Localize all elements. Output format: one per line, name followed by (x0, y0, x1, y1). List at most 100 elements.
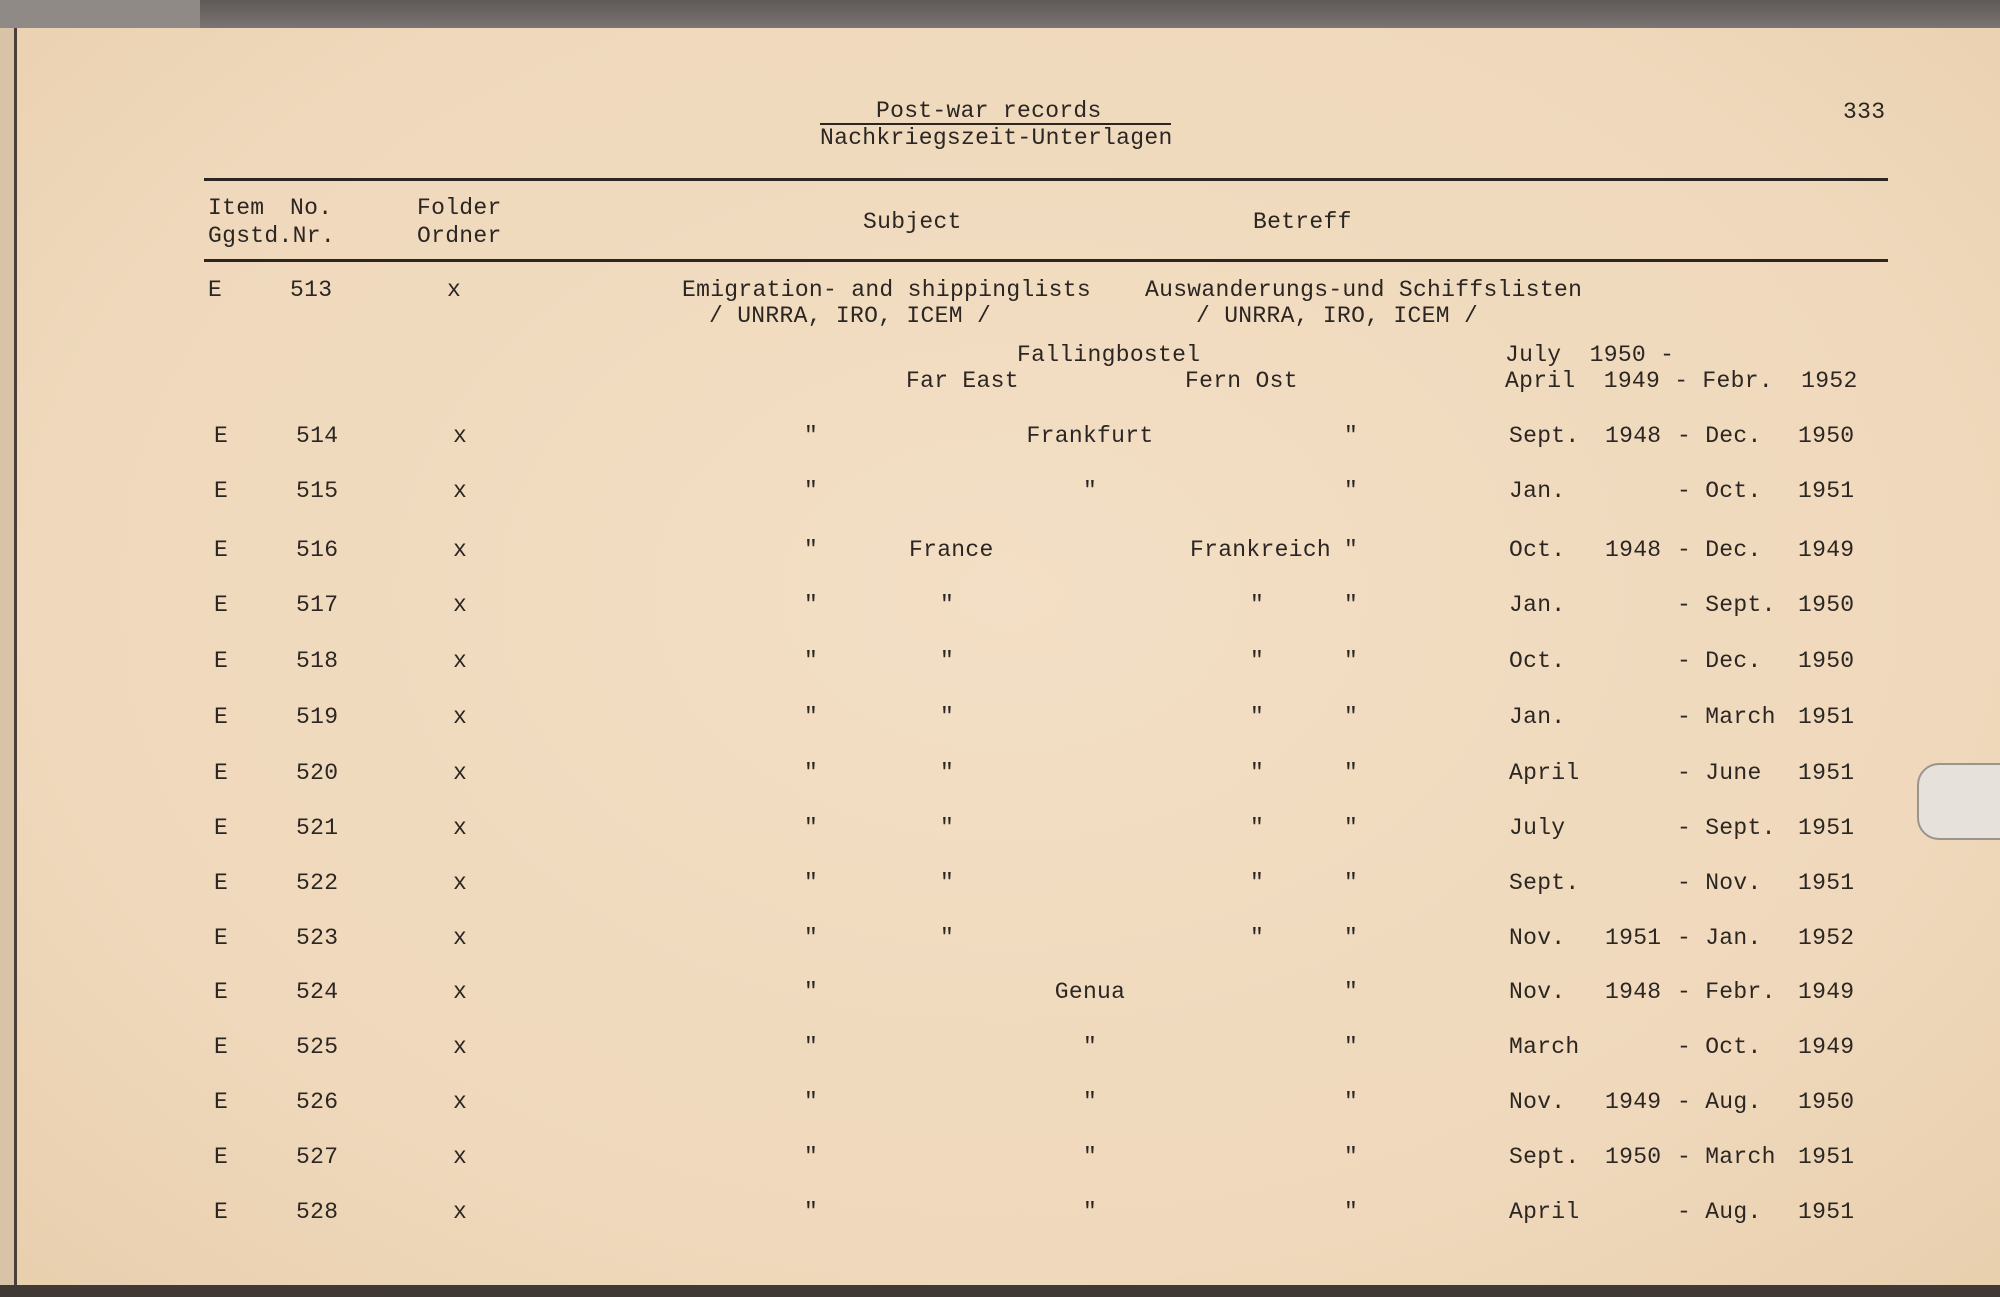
cell-place-de: " (1250, 760, 1265, 786)
cell-to-y: 1950 (1798, 1089, 1855, 1115)
cell-place: Frankfurt (1026, 423, 1154, 449)
cell-place: " (1082, 1199, 1098, 1225)
cell-no: 525 (296, 1034, 339, 1060)
cell-from-y: 1950 (1605, 1144, 1662, 1170)
cell-to-y: 1950 (1798, 648, 1855, 674)
cell-place: " (940, 760, 955, 786)
cell-place-de: " (1250, 815, 1265, 841)
cell-item: E (214, 478, 229, 504)
cell-from-m: July (1509, 815, 1566, 841)
cell-betr: " (1344, 648, 1359, 674)
cell-from-m: April (1509, 1199, 1580, 1225)
item-number: 513 (290, 277, 333, 303)
cell-betr: " (1344, 592, 1359, 618)
cell-to-m: - Febr. (1677, 979, 1776, 1005)
cell-no: 528 (296, 1199, 339, 1225)
cell-from-m: Oct. (1509, 648, 1566, 674)
cell-betr: " (1344, 478, 1359, 504)
col-no: No. (290, 195, 333, 221)
cell-place: " (940, 704, 955, 730)
cell-no: 527 (296, 1144, 339, 1170)
cell-folder: x (453, 1089, 468, 1115)
cell-subj: " (804, 1144, 819, 1170)
cell-no: 521 (296, 815, 339, 841)
cell-item: E (214, 423, 229, 449)
cell-to-y: 1951 (1798, 815, 1855, 841)
cell-subj: " (804, 592, 819, 618)
cell-subj: " (804, 478, 819, 504)
col-folder: Folder (417, 195, 502, 221)
cell-item: E (214, 704, 229, 730)
cell-subj: " (804, 1089, 819, 1115)
cell-place-de: " (1250, 870, 1265, 896)
cell-to-y: 1949 (1798, 979, 1855, 1005)
cell-from-m: Nov. (1509, 1089, 1566, 1115)
scan-bottom-edge (0, 1285, 2000, 1297)
cell-subj: " (804, 760, 819, 786)
cell-from-m: Nov. (1509, 979, 1566, 1005)
cell-no: 520 (296, 760, 339, 786)
cell-place: " (940, 870, 955, 896)
cell-item: E (214, 592, 229, 618)
cell-folder: x (453, 537, 468, 563)
cell-no: 523 (296, 925, 339, 951)
cell-betr: " (1344, 704, 1359, 730)
cell-from-y: 1949 (1605, 1089, 1662, 1115)
region: Far East (906, 368, 1019, 394)
cell-place-de: " (1250, 925, 1265, 951)
cell-folder: x (453, 760, 468, 786)
title-german: Nachkriegszeit-Unterlagen (820, 125, 1173, 151)
index-tab (1917, 763, 2000, 840)
cell-subj: " (804, 1199, 819, 1225)
sub-place: Fallingbostel (1017, 342, 1201, 368)
cell-to-m: - Dec. (1677, 648, 1762, 674)
cell-betr: " (1344, 1199, 1359, 1225)
page-number: 333 (1843, 99, 1886, 125)
cell-from-m: Jan. (1509, 704, 1566, 730)
cell-to-m: - Aug. (1677, 1089, 1762, 1115)
cell-to-m: - Dec. (1677, 423, 1762, 449)
scan-top-edge-shade (0, 0, 200, 30)
cell-from-m: Sept. (1509, 423, 1580, 449)
cell-place-de: " (1250, 592, 1265, 618)
cell-place-de: " (1250, 704, 1265, 730)
cell-place: " (940, 815, 955, 841)
cell-no: 515 (296, 478, 339, 504)
cell-to-m: - Oct. (1677, 1034, 1762, 1060)
cell-to-y: 1951 (1798, 760, 1855, 786)
cell-place: " (1082, 1144, 1098, 1170)
cell-from-m: Jan. (1509, 478, 1566, 504)
cell-to-m: - Nov. (1677, 870, 1762, 896)
cell-folder: x (453, 648, 468, 674)
cell-betr: " (1344, 1034, 1359, 1060)
cell-no: 519 (296, 704, 339, 730)
cell-from-m: Jan. (1509, 592, 1566, 618)
cell-from-m: March (1509, 1034, 1580, 1060)
cell-folder: x (453, 1199, 468, 1225)
cell-place: " (1082, 1089, 1098, 1115)
cell-no: 516 (296, 537, 339, 563)
cell-no: 514 (296, 423, 339, 449)
cell-subj: " (804, 870, 819, 896)
cell-place: " (1082, 1034, 1098, 1060)
cell-place: " (940, 648, 955, 674)
cell-betr: " (1344, 815, 1359, 841)
header-bottom-rule (204, 259, 1888, 262)
cell-to-m: - Aug. (1677, 1199, 1762, 1225)
cell-item: E (214, 648, 229, 674)
item-letter: E (208, 277, 223, 303)
cell-item: E (214, 1144, 229, 1170)
cell-folder: x (453, 870, 468, 896)
cell-to-m: - Sept. (1677, 815, 1776, 841)
cell-no: 526 (296, 1089, 339, 1115)
cell-no: 524 (296, 979, 339, 1005)
cell-betr: " (1344, 979, 1359, 1005)
cell-betr: " (1344, 925, 1359, 951)
cell-folder: x (453, 478, 468, 504)
col-folder-de: Ordner (417, 223, 502, 249)
cell-place: Genua (1054, 979, 1126, 1005)
cell-item: E (214, 1034, 229, 1060)
cell-folder: x (453, 1144, 468, 1170)
cell-folder: x (453, 979, 468, 1005)
cell-to-y: 1951 (1798, 704, 1855, 730)
